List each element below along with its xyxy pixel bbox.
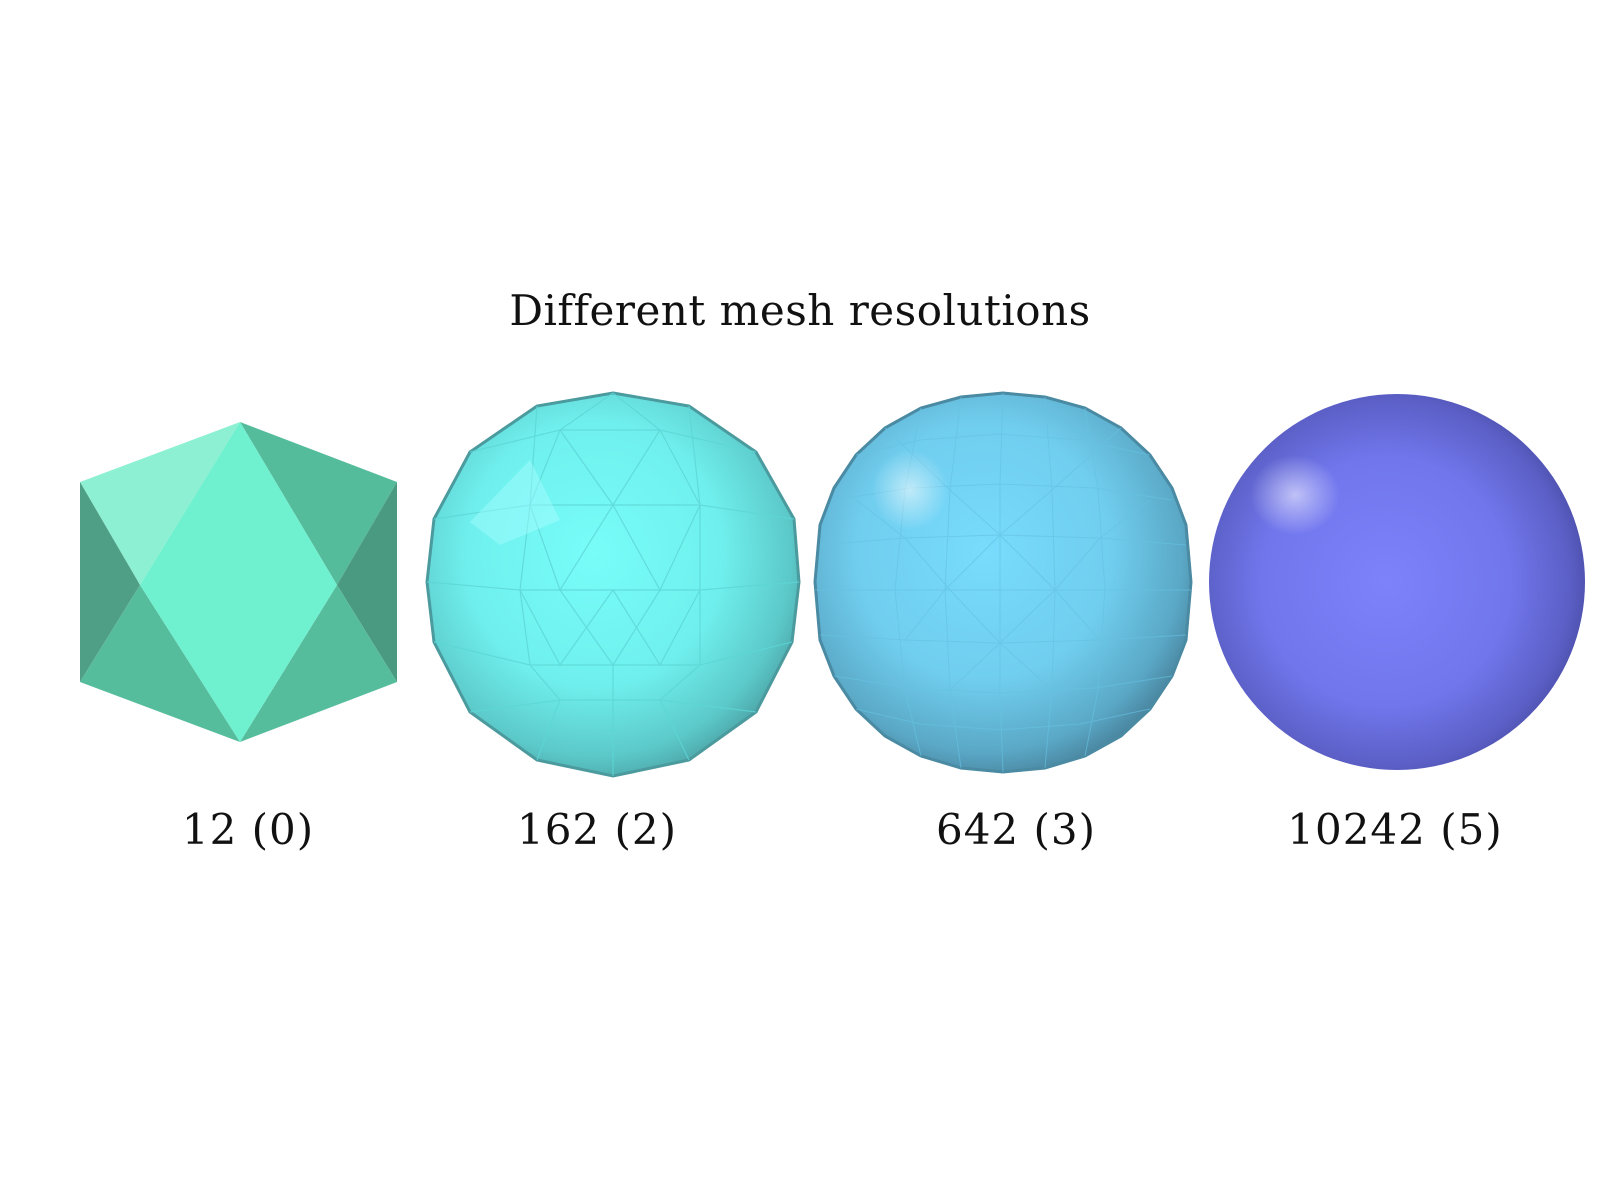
smooth-sphere-icon bbox=[1209, 394, 1585, 770]
mesh-label-642: 642 (3) bbox=[935, 805, 1096, 854]
faceted-sphere-642-icon bbox=[813, 391, 1193, 774]
faceted-sphere-162-icon bbox=[425, 391, 801, 778]
figure-title: Different mesh resolutions bbox=[509, 286, 1091, 335]
mesh-label-12: 12 (0) bbox=[181, 805, 315, 854]
mesh-label-162: 162 (2) bbox=[516, 805, 677, 854]
mesh-label-10242: 10242 (5) bbox=[1287, 805, 1503, 854]
icosahedron-icon bbox=[80, 422, 397, 742]
